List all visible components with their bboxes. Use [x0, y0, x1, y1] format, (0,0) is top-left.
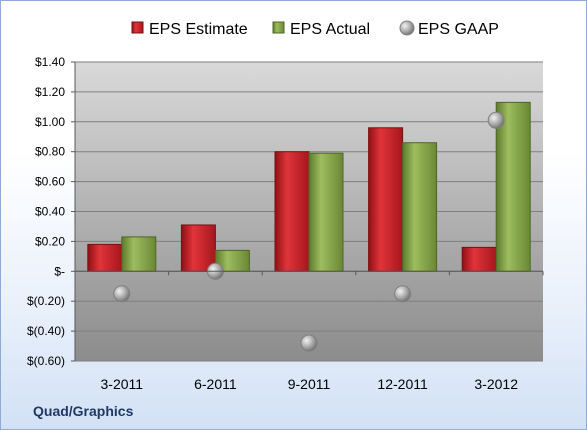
legend-swatch — [399, 20, 415, 36]
y-tick-label: $(0.60) — [27, 354, 65, 368]
y-tick-label: $1.20 — [35, 85, 65, 99]
eps-actual-bar — [402, 142, 438, 272]
eps-actual-bar — [495, 101, 531, 272]
x-tick-label: 6-2011 — [194, 376, 237, 392]
x-tick-label: 3-2012 — [474, 376, 518, 392]
legend-label: EPS Actual — [290, 21, 370, 38]
x-tick-label: 9-2011 — [288, 376, 331, 392]
legend-label: EPS Estimate — [149, 21, 248, 38]
eps-gaap-marker — [394, 285, 412, 303]
y-tick-label: $0.40 — [35, 205, 65, 219]
eps-estimate-bar — [461, 246, 497, 272]
eps-gaap-marker — [487, 111, 505, 129]
legend-swatch — [272, 21, 285, 34]
y-tick-label: $- — [54, 264, 65, 278]
y-tick-label: $0.80 — [35, 145, 65, 159]
legend: EPS Estimate EPS Actual EPS GAAP — [131, 20, 499, 38]
eps-actual-bar — [308, 152, 344, 272]
y-axis: $1.40 $1.20 $1.00 $0.80 $0.60 $0.40 $0.20 $- $(0… — [27, 55, 76, 368]
eps-estimate-bar — [274, 151, 310, 272]
legend-swatch — [131, 21, 144, 34]
y-tick-label: $(0.40) — [27, 324, 65, 338]
company-label: Quad/Graphics — [33, 403, 134, 419]
x-axis: 3-2011 6-2011 9-2011 12-2011 3-2012 — [74, 270, 544, 392]
y-tick-label: $1.00 — [35, 115, 65, 129]
x-tick-label: 12-2011 — [377, 376, 428, 392]
eps-estimate-bar — [87, 243, 123, 272]
eps-gaap-marker — [113, 285, 131, 303]
x-tick-label: 3-2011 — [101, 376, 144, 392]
eps-gaap-marker — [300, 334, 318, 352]
y-tick-label: $0.20 — [35, 234, 65, 248]
eps-actual-bar — [121, 236, 157, 272]
y-tick-label: $1.40 — [35, 55, 65, 69]
eps-estimate-bar — [368, 127, 404, 272]
gaap-markers — [113, 111, 505, 352]
y-tick-label: $0.60 — [35, 175, 65, 189]
eps-estimate-bar — [180, 224, 216, 272]
legend-label: EPS GAAP — [418, 21, 499, 38]
bars — [87, 101, 531, 272]
y-tick-label: $(0.20) — [27, 294, 65, 308]
